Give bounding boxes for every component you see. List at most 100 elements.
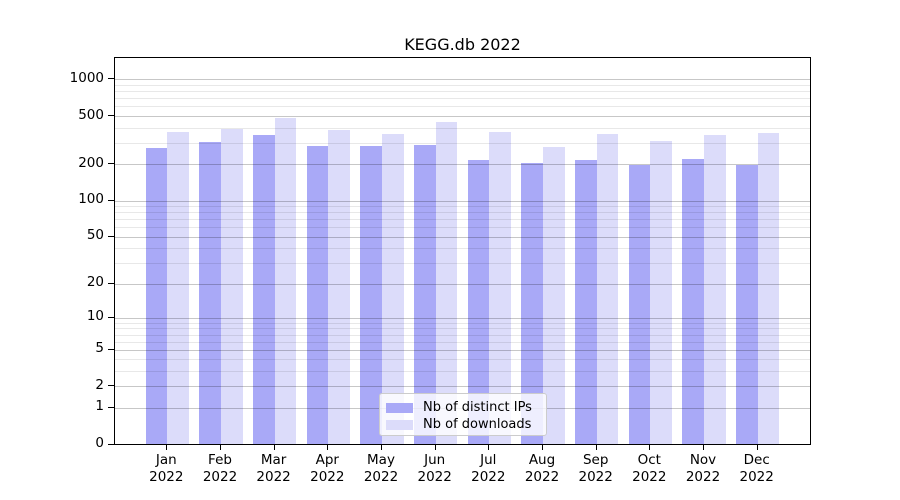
legend-swatch-downloads (386, 419, 413, 430)
x-tick-apr (327, 444, 329, 450)
x-tick-label-jun: Jun 2022 (417, 452, 452, 485)
y-gridline-minor-90 (115, 206, 810, 208)
x-tick-nov (703, 444, 704, 450)
y-gridline-50 (115, 236, 810, 238)
x-tick-may (381, 444, 382, 450)
x-tick-label-jul: Jul 2022 (471, 452, 506, 485)
y-gridline-minor-3 (115, 371, 810, 373)
y-tick-2 (108, 385, 114, 387)
y-gridline-minor-800 (115, 91, 810, 93)
y-gridline-500 (115, 116, 810, 117)
x-tick-dec (756, 444, 758, 450)
bar-distinct-ips-nov (682, 158, 704, 444)
y-gridline-minor-600 (115, 106, 810, 108)
y-gridline-100 (115, 200, 810, 202)
y-gridline-minor-400 (115, 127, 810, 129)
y-tick-100 (108, 199, 114, 201)
y-gridline-200 (115, 164, 810, 166)
y-gridline-minor-700 (115, 98, 810, 100)
bar-distinct-ips-apr (306, 146, 329, 444)
y-tick-label-10: 10 (86, 308, 104, 325)
bar-distinct-ips-mar (252, 134, 275, 444)
bar-downloads-aug (543, 147, 565, 444)
y-gridline-minor-9 (115, 322, 810, 324)
bar-downloads-jan (167, 132, 189, 444)
x-tick-feb (220, 444, 221, 450)
x-tick-mar (273, 444, 275, 450)
y-tick-0 (108, 443, 114, 445)
y-tick-label-1000: 1000 (69, 69, 104, 86)
y-tick-500 (108, 115, 114, 116)
y-tick-200 (108, 163, 114, 165)
y-tick-label-100: 100 (78, 191, 104, 208)
y-gridline-minor-900 (115, 85, 810, 86)
bar-distinct-ips-jul (467, 159, 490, 444)
y-gridline-5 (115, 349, 810, 351)
x-tick-aug (542, 444, 543, 450)
y-tick-label-1: 1 (95, 398, 104, 415)
chart-title: KEGG.db 2022 (404, 35, 521, 54)
legend-item-downloads: Nb of downloads (386, 416, 539, 433)
x-tick-label-apr: Apr 2022 (310, 452, 345, 485)
y-tick-label-500: 500 (78, 106, 104, 123)
x-tick-oct (649, 444, 651, 450)
y-gridline-minor-60 (115, 227, 810, 229)
y-tick-10 (108, 316, 114, 318)
x-tick-label-dec: Dec 2022 (739, 452, 774, 485)
x-tick-label-jan: Jan 2022 (149, 452, 184, 485)
x-tick-label-aug: Aug 2022 (524, 452, 560, 485)
x-tick-jul (488, 444, 490, 450)
y-gridline-minor-30 (115, 263, 810, 264)
x-tick-label-nov: Nov 2022 (685, 452, 721, 485)
x-tick-label-sep: Sep 2022 (578, 452, 613, 485)
y-gridline-minor-80 (115, 212, 810, 214)
bar-downloads-mar (274, 117, 297, 444)
y-gridline-minor-8 (115, 328, 810, 330)
bar-downloads-feb (221, 128, 243, 444)
y-gridline-1000 (115, 79, 810, 81)
bar-distinct-ips-oct (628, 164, 651, 444)
legend: Nb of distinct IPs Nb of downloads (379, 393, 547, 436)
y-gridline-minor-6 (115, 341, 810, 343)
y-tick-label-2: 2 (95, 376, 104, 393)
y-tick-50 (108, 235, 114, 237)
bar-downloads-may (382, 133, 404, 444)
y-tick-20 (108, 282, 114, 284)
y-tick-label-200: 200 (78, 154, 104, 171)
x-tick-label-oct: Oct 2022 (632, 452, 667, 485)
bar-distinct-ips-may (360, 145, 382, 444)
y-gridline-2 (115, 386, 810, 388)
bar-downloads-apr (328, 129, 350, 444)
y-tick-5 (108, 348, 114, 350)
bar-downloads-oct (650, 140, 672, 444)
bar-distinct-ips-dec (736, 165, 758, 444)
y-gridline-20 (115, 283, 810, 285)
x-tick-jan (166, 444, 168, 450)
legend-swatch-distinct-ips (386, 402, 413, 413)
y-tick-label-50: 50 (86, 227, 104, 244)
y-tick-label-0: 0 (95, 435, 104, 451)
x-tick-label-feb: Feb 2022 (202, 452, 238, 485)
legend-item-distinct-ips: Nb of distinct IPs (386, 399, 539, 416)
bar-downloads-dec (757, 132, 780, 444)
bar-distinct-ips-aug (521, 162, 543, 444)
y-tick-1000 (108, 78, 114, 80)
y-gridline-minor-70 (115, 219, 810, 221)
plot-area (114, 57, 811, 445)
legend-label-distinct-ips: Nb of distinct IPs (423, 400, 532, 415)
y-gridline-10 (115, 317, 810, 319)
bar-downloads-nov (704, 134, 726, 444)
bar-distinct-ips-jun (414, 144, 436, 444)
x-tick-label-may: May 2022 (363, 452, 399, 485)
y-tick-label-5: 5 (95, 340, 104, 357)
y-gridline-minor-4 (115, 359, 810, 361)
bar-distinct-ips-jan (145, 148, 168, 444)
y-gridline-minor-40 (115, 248, 810, 250)
bar-distinct-ips-sep (575, 159, 597, 444)
bar-distinct-ips-feb (199, 142, 221, 444)
legend-label-downloads: Nb of downloads (423, 417, 532, 432)
y-gridline-minor-7 (115, 334, 810, 336)
bar-downloads-jul (489, 132, 511, 444)
y-tick-label-20: 20 (86, 274, 104, 291)
